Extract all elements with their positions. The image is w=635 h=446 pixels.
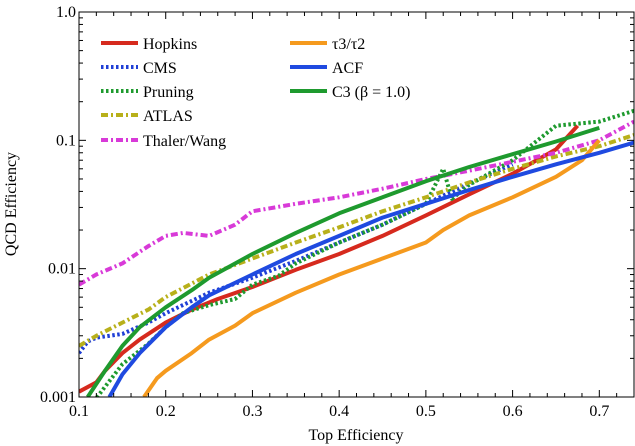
series-line-c3-1-0 bbox=[86, 125, 600, 397]
legend-label-3-2: τ3/τ2 bbox=[332, 36, 365, 53]
series-line-pruning bbox=[94, 108, 634, 397]
legend-label-atlas: ATLAS bbox=[143, 108, 193, 125]
y-tick-label: 0.1 bbox=[56, 132, 76, 149]
x-tick-label: 0.5 bbox=[416, 403, 436, 420]
legend-label-pruning: Pruning bbox=[143, 84, 194, 101]
y-tick-label: 0.001 bbox=[40, 389, 76, 406]
series-line-acf bbox=[107, 140, 634, 397]
ticks-layer: 0.1 0.2 0.3 0.4 0.5 0.6 0.7 0.001 0.01 0.1 1.0 bbox=[40, 4, 634, 420]
x-tick-label: 0.4 bbox=[329, 403, 349, 420]
x-tick-label: 0.6 bbox=[503, 403, 523, 420]
x-axis-title: Top Efficiency bbox=[309, 427, 404, 444]
y-tick-label: 0.01 bbox=[48, 261, 76, 278]
legend-label-acf: ACF bbox=[332, 60, 363, 77]
series-line-thaler-wang bbox=[79, 119, 634, 287]
x-tick-label: 0.7 bbox=[589, 403, 609, 420]
x-tick-label: 0.2 bbox=[156, 403, 176, 420]
y-tick-label: 1.0 bbox=[56, 4, 76, 21]
x-tick-label: 0.1 bbox=[69, 403, 89, 420]
series-layer bbox=[79, 108, 634, 397]
legend-label-hopkins: Hopkins bbox=[143, 36, 197, 53]
legend-label-thaler-wang: Thaler/Wang bbox=[143, 133, 226, 150]
legend-label-c3-1-0: C3 (β = 1.0) bbox=[332, 84, 411, 101]
series-line-atlas bbox=[79, 133, 634, 348]
y-axis-title: QCD Efficiency bbox=[3, 152, 20, 256]
series-line-3-2 bbox=[142, 138, 601, 397]
x-tick-label: 0.3 bbox=[242, 403, 262, 420]
legend-label-cms: CMS bbox=[143, 60, 177, 77]
legend: Hopkins CMS Pruning ATLAS Thaler/Wang τ3/τ2 AC… bbox=[101, 36, 411, 150]
